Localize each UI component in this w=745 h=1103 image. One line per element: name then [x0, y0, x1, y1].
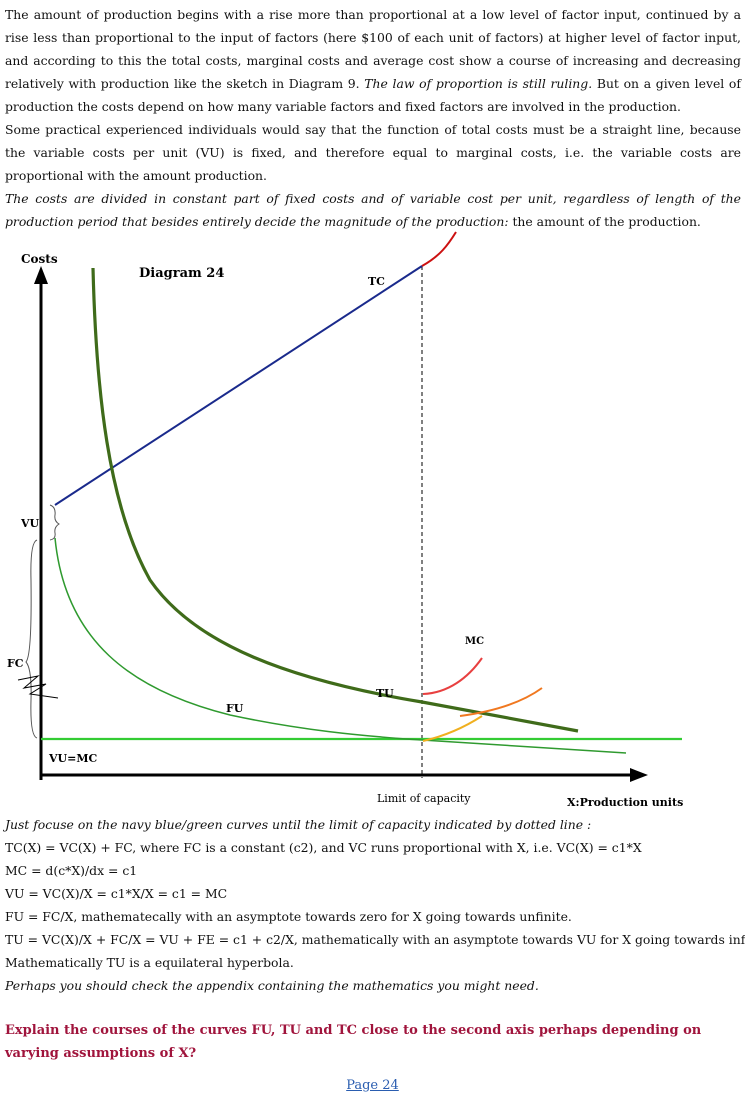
- intro-p1-emphasis: The law of proportion is still ruling.: [364, 76, 593, 91]
- mc-yellow-curve: [422, 715, 483, 742]
- axis-break-icon: [17, 675, 59, 699]
- x-axis-arrow: [630, 768, 648, 782]
- fu-label: FU: [226, 702, 244, 715]
- equation-hyperbola: Mathematically TU is a equilateral hyper…: [5, 955, 294, 970]
- vu-label: VU: [20, 517, 40, 530]
- equation-tu: TU = VC(X)/X + FC/X = VU + FE = c1 + c2/…: [5, 932, 745, 947]
- fc-label: FC: [7, 657, 24, 670]
- equations-intro: Just focuse on the navy blue/green curve…: [5, 817, 592, 832]
- cost-diagram: Costs Diagram 24 TC VU FC MC TU FU VU=MC…: [7, 231, 683, 809]
- mc-red-curve: [422, 657, 483, 695]
- intro-paragraph-3: The costs are divided in constant part o…: [5, 187, 741, 233]
- y-axis-arrow: [34, 266, 48, 284]
- tc-label: TC: [368, 275, 385, 288]
- tc-line: [54, 265, 423, 506]
- equation-mc: MC = d(c*X)/dx = c1: [5, 863, 138, 878]
- mc-orange-curve: [459, 687, 543, 717]
- equation-vu: VU = VC(X)/X = c1*X/X = c1 = MC: [5, 886, 228, 901]
- intro-p1-text: The amount of production begins with a r…: [5, 7, 741, 91]
- intro-p2-text: Some practical experienced individuals w…: [5, 122, 741, 183]
- page-link[interactable]: Page 24: [346, 1078, 399, 1093]
- capacity-label: Limit of capacity: [377, 792, 471, 805]
- diagram-title: Diagram 24: [139, 266, 224, 281]
- intro-p3-emphasis: The costs are divided in constant part o…: [5, 191, 741, 229]
- mc-label: MC: [465, 636, 484, 647]
- vu-mc-label: VU=MC: [48, 752, 98, 765]
- fu-curve: [54, 537, 627, 754]
- y-axis-label: Costs: [21, 252, 58, 266]
- vu-brace: [49, 504, 60, 541]
- tu-label: TU: [376, 687, 394, 700]
- appendix-note: Perhaps you should check the appendix co…: [5, 978, 539, 993]
- tc-beyond-capacity: [421, 231, 457, 267]
- intro-p3-text: the amount of the production.: [508, 214, 701, 229]
- equation-fu: FU = FC/X, mathematecally with an asympt…: [5, 909, 572, 924]
- x-axis-label: X:Production units: [567, 796, 683, 809]
- tu-curve: [91, 267, 579, 733]
- intro-paragraph-1: The amount of production begins with a r…: [5, 3, 741, 118]
- exercise-question: Explain the courses of the curves FU, TU…: [5, 1023, 702, 1061]
- intro-paragraph-2: Some practical experienced individuals w…: [5, 118, 741, 187]
- equation-tc: TC(X) = VC(X) + FC, where FC is a consta…: [5, 840, 642, 855]
- page-footer: Page 24: [0, 1078, 745, 1093]
- fc-brace: [25, 539, 38, 739]
- intro-p1-text-end: But on a given level of production the c…: [5, 76, 741, 114]
